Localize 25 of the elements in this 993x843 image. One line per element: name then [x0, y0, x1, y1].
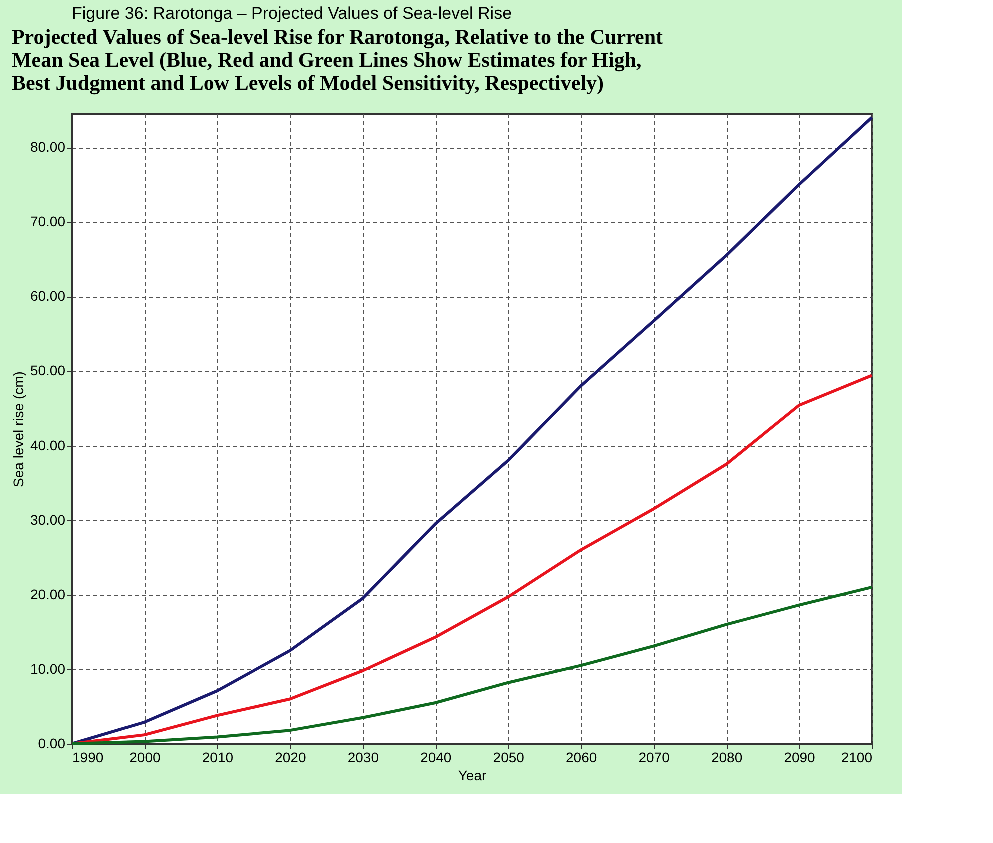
x-axis-title: Year — [458, 768, 487, 784]
x-tick-label: 2020 — [275, 750, 306, 766]
y-tick-label: 10.00 — [30, 660, 66, 677]
x-tick-label: 2080 — [711, 750, 743, 766]
x-tick-label: 2060 — [566, 750, 598, 766]
y-axis-title: Sea level rise (cm) — [10, 372, 26, 488]
y-tick-label: 70.00 — [30, 214, 66, 230]
y-tick-label: 40.00 — [30, 437, 66, 454]
caption: Figure 36: Rarotonga – Projected Values of Sea-level Rise — [72, 4, 512, 23]
y-tick-label: 0.00 — [38, 736, 66, 752]
y-tick-label: 80.00 — [30, 139, 66, 156]
x-tick-label: 2000 — [130, 750, 162, 766]
y-tick-label: 20.00 — [30, 586, 66, 602]
x-tick-label: 2090 — [784, 750, 816, 766]
x-tick-label: 2100 — [841, 750, 873, 766]
x-tick-label: 2070 — [638, 750, 670, 766]
y-tick-label: 30.00 — [30, 512, 66, 528]
x-tick-label: 2010 — [202, 750, 234, 766]
x-tick-label: 1990 — [72, 750, 104, 766]
y-tick-label: 50.00 — [30, 362, 66, 379]
y-tick-label: 60.00 — [30, 288, 66, 304]
x-tick-label: 2050 — [493, 750, 525, 766]
chart-title: Projected Values of Sea-level Rise for Rarotonga, Relative to the Current Mean Sea Level (Blue, Red and Green Lines Show Estimates for High, Best Judgment and Low Levels of Model Sensitivity, Respectively) — [12, 25, 664, 95]
x-tick-label: 2030 — [348, 750, 380, 766]
x-tick-label: 2040 — [420, 750, 452, 766]
